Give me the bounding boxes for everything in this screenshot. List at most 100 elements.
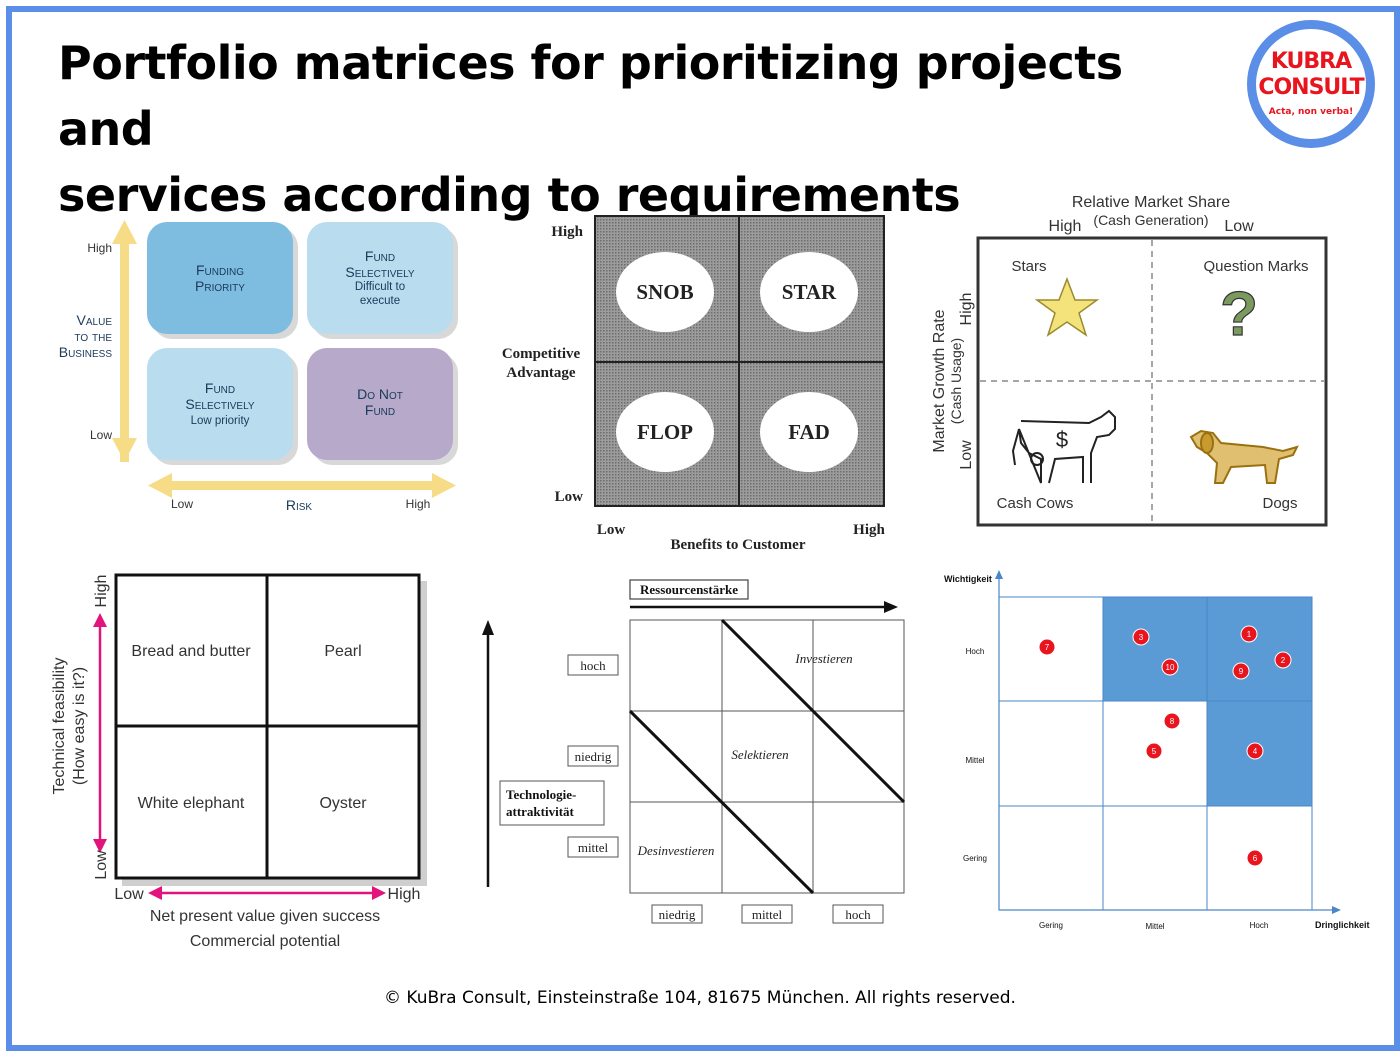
- m2-y-title-line2: Advantage: [506, 365, 576, 381]
- point-3-label: 3: [1139, 633, 1144, 642]
- feasibility-axis-arrow: [93, 613, 107, 853]
- technologie-attraktivitaet-box: [499, 780, 605, 826]
- x-niedrig-label: niedrig: [659, 907, 696, 922]
- point-7-label: 7: [1045, 643, 1050, 652]
- logo-line-1: KUBRA: [1270, 49, 1352, 74]
- point-4-label: 4: [1253, 747, 1258, 756]
- ressourcenstaerke-box: [629, 579, 749, 600]
- cell-hoch-hoch: [1207, 597, 1312, 701]
- point-1-label: 1: [1247, 630, 1252, 639]
- point-8-label: 8: [1170, 717, 1175, 726]
- fund-selectively-bl-line2: Selectively: [185, 396, 255, 412]
- funding-priority-line2: Priority: [195, 278, 245, 294]
- wichtigkeit-title: Wichtigkeit: [944, 574, 992, 584]
- x-hoch-label: hoch: [845, 907, 871, 922]
- logo-tagline: Acta, non verba!: [1268, 107, 1354, 117]
- eisenhower-matrix: Wichtigkeit Dringlichkeit Hoch Mittel Ge…: [944, 570, 1370, 931]
- slide-frame: [6, 6, 1400, 1051]
- title-line-1: Portfolio matrices for prioritizing proj…: [58, 36, 1123, 156]
- fund-selectively-bl-line3: Low priority: [191, 415, 250, 427]
- fund-selectively-difficult-box: [307, 222, 453, 334]
- footer-copyright: © KuBra Consult, Einsteinstraße 104, 816…: [384, 988, 1016, 1008]
- fad-ellipse: [760, 392, 858, 472]
- point-9-label: 9: [1239, 667, 1244, 676]
- do-not-fund-box: [307, 348, 453, 460]
- npv-high-label: High: [388, 886, 421, 903]
- question-marks-label: Question Marks: [1203, 258, 1308, 275]
- feasibility-title-line1: Technical feasibility: [51, 658, 68, 795]
- fund-selectively-tr-line2: Selectively: [345, 264, 415, 280]
- y-niedrig-label: niedrig: [575, 749, 612, 764]
- bcg-side-subtitle: (Cash Usage): [948, 338, 964, 424]
- dog-icon: [1189, 429, 1299, 484]
- point-5: [1145, 742, 1163, 760]
- bcg-top-subtitle: (Cash Generation): [1093, 212, 1208, 228]
- point-1: [1240, 625, 1258, 643]
- bcg-side-low: Low: [958, 440, 975, 470]
- value-high-label: High: [87, 241, 112, 255]
- company-logo: KUBRA CONSULT Acta, non verba!: [1247, 20, 1375, 148]
- snob-ellipse: [616, 252, 714, 332]
- risk-axis-arrow: [148, 473, 456, 498]
- bcg-top-high: High: [1049, 218, 1082, 235]
- funding-priority-line1: Funding: [196, 262, 244, 278]
- pearl-label: Pearl: [324, 643, 361, 660]
- point-10: [1161, 658, 1179, 676]
- fund-selectively-tr-line4: execute: [360, 295, 400, 307]
- point-7: [1038, 638, 1056, 656]
- point-6: [1246, 849, 1264, 867]
- fund-selectively-bl-line1: Fund: [205, 380, 235, 396]
- risk-title: Risk: [286, 497, 313, 513]
- stars-label: Stars: [1011, 258, 1046, 275]
- point-9: [1232, 662, 1250, 680]
- page-title: Portfolio matrices for prioritizing proj…: [58, 30, 1208, 228]
- x-hoch-label: Hoch: [1250, 921, 1269, 930]
- npv-axis-arrow: [148, 886, 386, 900]
- point-3: [1132, 628, 1150, 646]
- m2-y-high: High: [551, 224, 583, 240]
- npv-low-label: Low: [114, 886, 144, 903]
- point-2-label: 2: [1281, 656, 1286, 665]
- npv-title-line1: Net present value given success: [150, 908, 380, 925]
- bcg-side-high: High: [958, 293, 975, 326]
- point-10-label: 10: [1166, 663, 1175, 672]
- feasibility-low-label: Low: [93, 850, 110, 880]
- value-title-line3: Business: [59, 344, 113, 360]
- y-mittel-label: Mittel: [965, 756, 984, 765]
- cell-hoch-mittel: [1103, 597, 1207, 701]
- fad-label: FAD: [788, 420, 830, 444]
- point-5-label: 5: [1152, 747, 1157, 756]
- point-2: [1274, 651, 1292, 669]
- bread-and-butter-label: Bread and butter: [131, 643, 251, 660]
- feasibility-title-line2: (How easy is it?): [71, 667, 88, 785]
- logo-line-2: CONSULT: [1258, 75, 1364, 100]
- point-4: [1246, 742, 1264, 760]
- bcg-matrix: Relative Market Share (Cash Generation) …: [931, 194, 1328, 527]
- x-gering-label: Gering: [1039, 921, 1063, 930]
- x-mittel-label: Mittel: [1145, 922, 1164, 931]
- funding-priority-box: [147, 222, 293, 334]
- selektieren-label: Selektieren: [731, 747, 788, 762]
- flop-label: FLOP: [637, 420, 693, 444]
- star-ellipse: [760, 252, 858, 332]
- title-line-2: services according to requirements: [58, 168, 961, 222]
- fund-selectively-low-box: [147, 348, 293, 460]
- competitive-advantage-matrix: SNOB STAR FLOP FAD High Low Competitive …: [502, 215, 885, 553]
- white-elephant-label: White elephant: [138, 795, 245, 812]
- dringlichkeit-title: Dringlichkeit: [1315, 920, 1370, 930]
- technology-portfolio-matrix: Ressourcenstärke Investieren Selektieren…: [482, 579, 906, 924]
- do-not-fund-line1: Do Not: [357, 386, 403, 402]
- m2-x-low: Low: [597, 522, 626, 538]
- value-axis-arrow: [112, 220, 137, 462]
- bcg-side-title: Market Growth Rate: [931, 309, 948, 452]
- ressourcenstaerke-label: Ressourcenstärke: [640, 582, 738, 597]
- m2-y-low: Low: [555, 489, 584, 505]
- y-hoch-label: hoch: [580, 658, 606, 673]
- point-6-label: 6: [1253, 854, 1258, 863]
- m2-y-title-line1: Competitive: [502, 346, 581, 362]
- cash-cow-icon: [1011, 409, 1116, 484]
- fund-selectively-tr-line3: Difficult to: [355, 281, 405, 293]
- y-mittel-label: mittel: [578, 840, 609, 855]
- risk-low-label: Low: [171, 497, 193, 511]
- star-label: STAR: [782, 280, 837, 304]
